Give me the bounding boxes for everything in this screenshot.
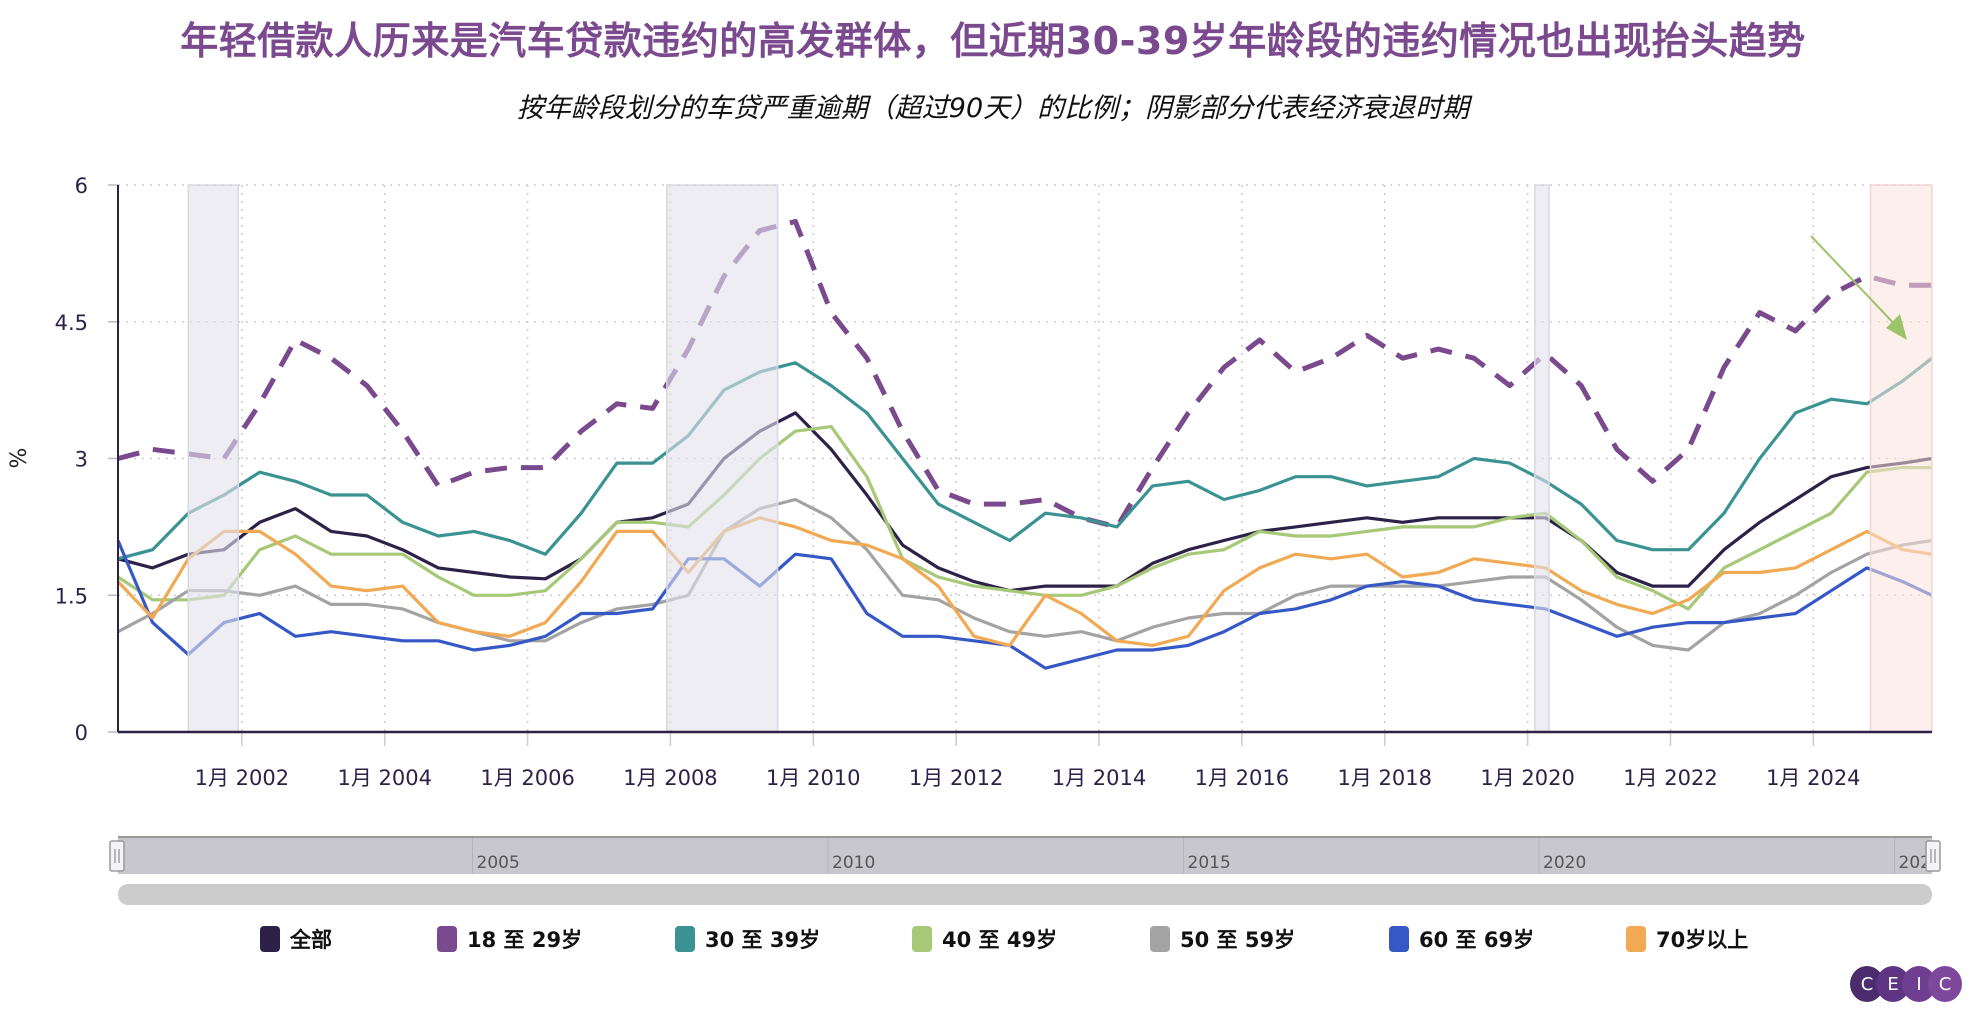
x-tick-label: 1月 2024: [1766, 766, 1860, 790]
x-tick-label: 1月 2018: [1337, 766, 1431, 790]
legend-swatch-icon: [1150, 926, 1170, 952]
chart-subtitle: 按年龄段划分的车贷严重逾期（超过90天）的比例；阴影部分代表经济衰退时期: [516, 93, 1470, 124]
legend-swatch-icon: [912, 926, 932, 952]
legend-item[interactable]: 30 至 39岁: [675, 924, 820, 954]
x-tick-label: 1月 2008: [623, 766, 717, 790]
y-tick-label: 6: [75, 174, 88, 198]
shaded-periods: [187, 184, 1933, 733]
x-tick-label: 1月 2020: [1480, 766, 1574, 790]
legend-label: 60 至 69岁: [1419, 928, 1535, 952]
y-tick-label: 4.5: [55, 311, 88, 335]
series-lines: [116, 219, 1933, 670]
series-line-30至39岁: [117, 356, 1933, 561]
navigator-handle[interactable]: [1925, 840, 1941, 872]
navigator-year-label: 202: [1899, 853, 1931, 873]
legend-label: 50 至 59岁: [1180, 928, 1296, 952]
recession-shade: [666, 184, 779, 733]
legend-label: 70岁以上: [1656, 928, 1749, 952]
x-tick-label: 1月 2022: [1623, 766, 1717, 790]
arrow-line: [1810, 235, 1901, 331]
recession-shade: [1533, 184, 1550, 733]
axes: 0 1.5 3 4.5 6 1月 2002 1月 2004 1月 2006 1月 2008 1月 …: [55, 174, 1932, 790]
forecast-shade: [1869, 184, 1933, 733]
navigator-scrollbar[interactable]: [118, 884, 1932, 905]
x-tick-label: 1月 2014: [1052, 766, 1146, 790]
annotation-arrow: [1810, 235, 1907, 340]
y-axis-label: %: [7, 448, 32, 469]
x-tick-label: 1月 2012: [909, 766, 1003, 790]
legend-item[interactable]: 全部: [260, 924, 332, 954]
x-tick-label: 1月 2016: [1195, 766, 1289, 790]
legend-label: 18 至 29岁: [467, 928, 583, 952]
navigator-year-label: 2010: [832, 853, 875, 873]
series-line-40至49岁: [117, 425, 1932, 611]
series-line-60至69岁: [116, 539, 1933, 670]
legend-swatch-icon: [260, 926, 280, 952]
grid-lines: [118, 184, 1932, 732]
legend-item[interactable]: 70岁以上: [1626, 924, 1748, 954]
legend-swatch-icon: [437, 926, 457, 952]
series-line-全部: [117, 411, 1933, 593]
navigator-year-label: 2015: [1188, 853, 1231, 873]
legend-swatch-icon: [1626, 926, 1646, 952]
legend-item[interactable]: 60 至 69岁: [1389, 924, 1534, 954]
legend-label: 40 至 49岁: [942, 928, 1058, 952]
series-line-70岁以上: [116, 516, 1933, 648]
x-tick-label: 1月 2004: [337, 766, 431, 790]
legend-label: 全部: [290, 928, 332, 952]
x-tick-label: 1月 2010: [766, 766, 860, 790]
series-line-18至29岁: [117, 219, 1932, 530]
navigator-year-label: 2005: [477, 853, 520, 873]
legend-item[interactable]: 18 至 29岁: [437, 924, 582, 954]
legend-swatch-icon: [1389, 926, 1409, 952]
y-tick-label: 1.5: [55, 584, 88, 608]
y-tick-label: 0: [75, 721, 88, 745]
navigator-year-label: 2020: [1543, 853, 1586, 873]
legend-item[interactable]: 40 至 49岁: [912, 924, 1057, 954]
navigator-window: [118, 836, 1932, 874]
navigator-handle[interactable]: [109, 840, 125, 872]
chart-title: 年轻借款人历来是汽车贷款违约的高发群体，但近期30-39岁年龄段的违约情况也出现…: [180, 19, 1806, 63]
y-tick-label: 3: [75, 448, 88, 472]
x-tick-label: 1月 2006: [480, 766, 574, 790]
arrow-head-icon: [1886, 314, 1907, 340]
logo-letter: C: [1928, 966, 1962, 1002]
range-navigator[interactable]: 2005 2010 2015 2020 202: [109, 836, 1941, 905]
legend-swatch-icon: [675, 926, 695, 952]
legend-item[interactable]: 50 至 59岁: [1150, 924, 1295, 954]
recession-shade: [187, 184, 240, 733]
legend-label: 30 至 39岁: [705, 928, 821, 952]
x-tick-label: 1月 2002: [195, 766, 289, 790]
series-line-50至59岁: [117, 497, 1933, 652]
